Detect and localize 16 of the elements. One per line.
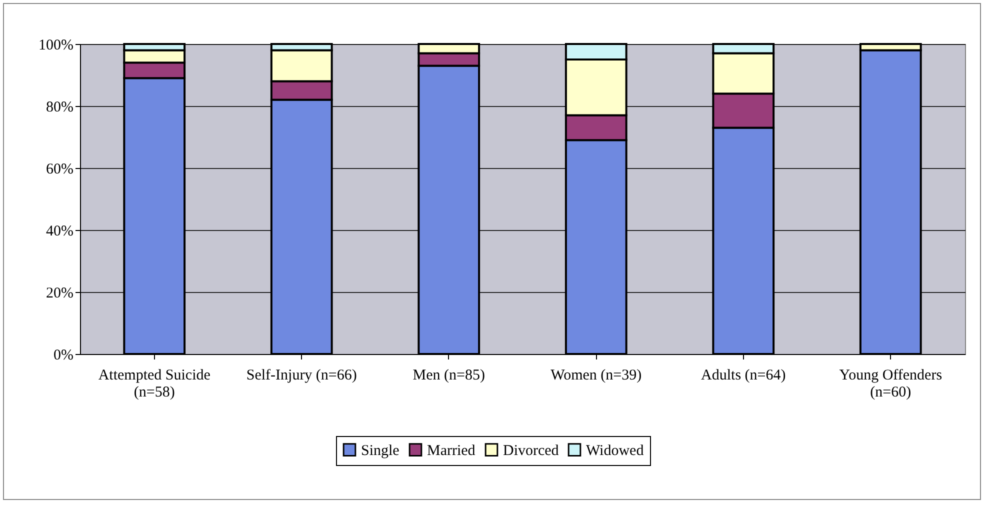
y-tick-label: 80%: [46, 100, 74, 116]
y-tick-label: 40%: [46, 224, 74, 240]
y-tick-label: 100%: [38, 38, 74, 54]
legend-label: Divorced: [503, 442, 560, 459]
x-tick-label: Adults (n=64): [701, 368, 786, 384]
x-tick-label: Young Offenders (n=60): [839, 368, 942, 400]
x-tick-label: Self-Injury (n=66): [246, 368, 357, 384]
legend-label: Single: [361, 442, 400, 459]
x-tick-label: Women (n=39): [550, 368, 642, 384]
y-tick-label: 60%: [46, 162, 74, 178]
x-tick-label: Attempted Suicide (n=58): [98, 368, 211, 400]
x-tick-label: Men (n=85): [412, 368, 485, 384]
legend-label: Widowed: [586, 442, 644, 459]
y-tick-label: 20%: [46, 286, 74, 302]
y-tick-label: 0%: [54, 348, 74, 364]
legend-label: Married: [427, 442, 476, 459]
